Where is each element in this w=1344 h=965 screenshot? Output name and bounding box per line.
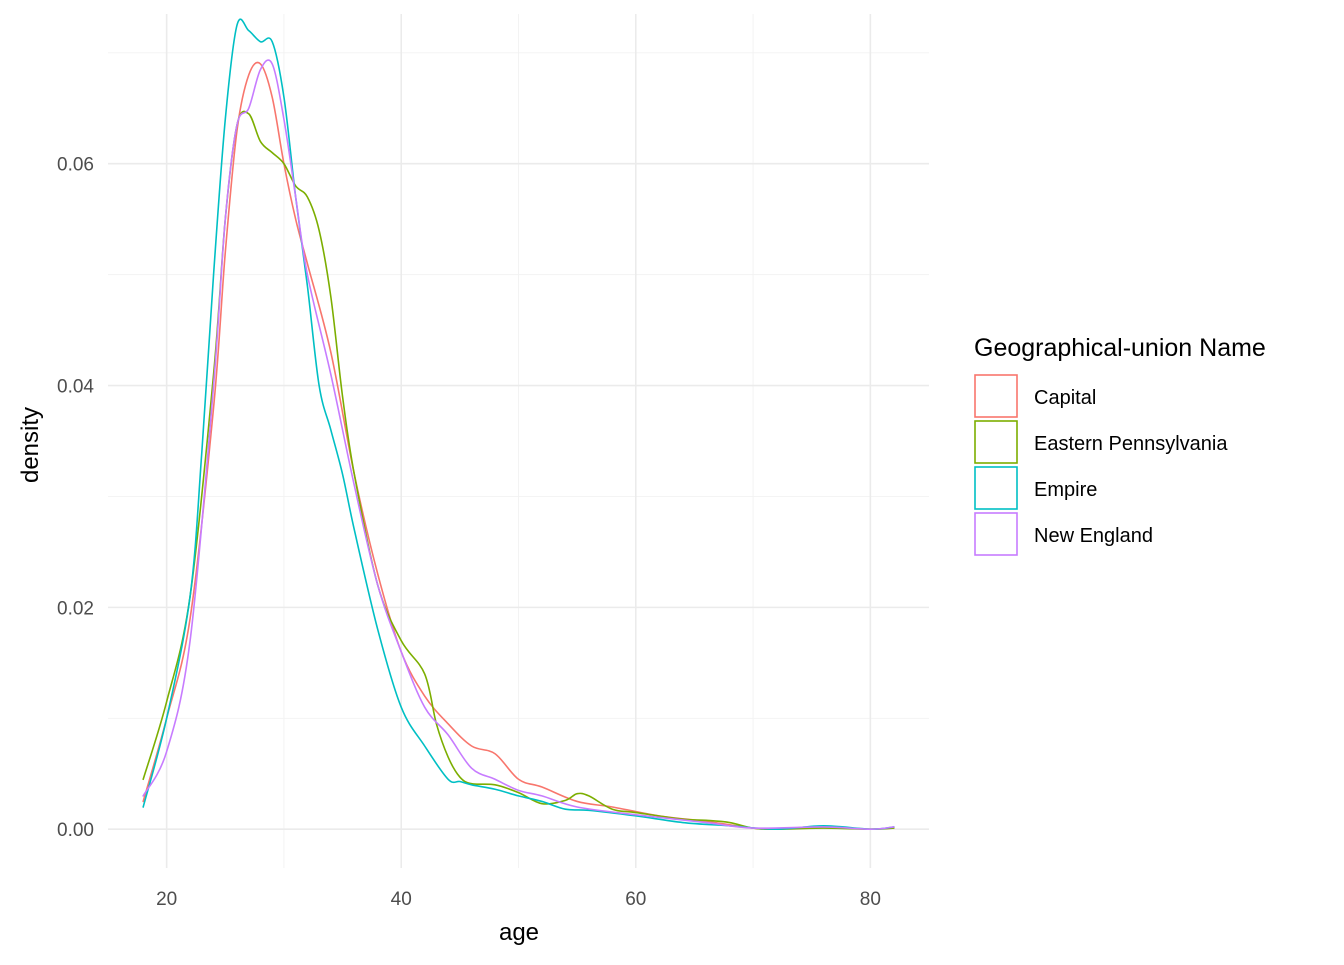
legend-label-eastern-pennsylvania: Eastern Pennsylvania — [1034, 433, 1228, 455]
legend-key-new-england — [974, 512, 1018, 556]
axes: 20 40 60 80 0.00 0.02 0.04 0.06 — [57, 155, 881, 910]
x-tick-label: 80 — [860, 889, 881, 910]
legend-key-capital — [974, 374, 1018, 418]
density-series — [142, 18, 895, 831]
legend-items: Capital Eastern Pennsylvania Empire New Eng… — [974, 374, 1228, 556]
grid — [108, 14, 929, 868]
legend-label-new-england: New England — [1034, 525, 1153, 547]
legend-key-empire — [974, 466, 1018, 510]
density-line-empire — [142, 18, 895, 830]
x-axis-title: age — [499, 919, 539, 946]
legend-title: Geographical-union Name — [974, 334, 1266, 362]
y-tick-label: 0.06 — [57, 155, 94, 176]
density-line-new-england — [142, 59, 895, 830]
y-tick-label: 0.00 — [57, 820, 94, 841]
y-axis-title: density — [17, 407, 44, 483]
x-tick-label: 40 — [391, 889, 412, 910]
legend-key-eastern-pennsylvania — [974, 420, 1018, 464]
legend-label-empire: Empire — [1034, 479, 1097, 501]
y-tick-label: 0.04 — [57, 377, 94, 398]
legend: Geographical-union Name Capital Eastern P… — [974, 334, 1266, 556]
x-tick-label: 20 — [156, 889, 177, 910]
y-tick-label: 0.02 — [57, 598, 94, 619]
legend-label-capital: Capital — [1034, 387, 1096, 409]
x-tick-label: 60 — [625, 889, 646, 910]
